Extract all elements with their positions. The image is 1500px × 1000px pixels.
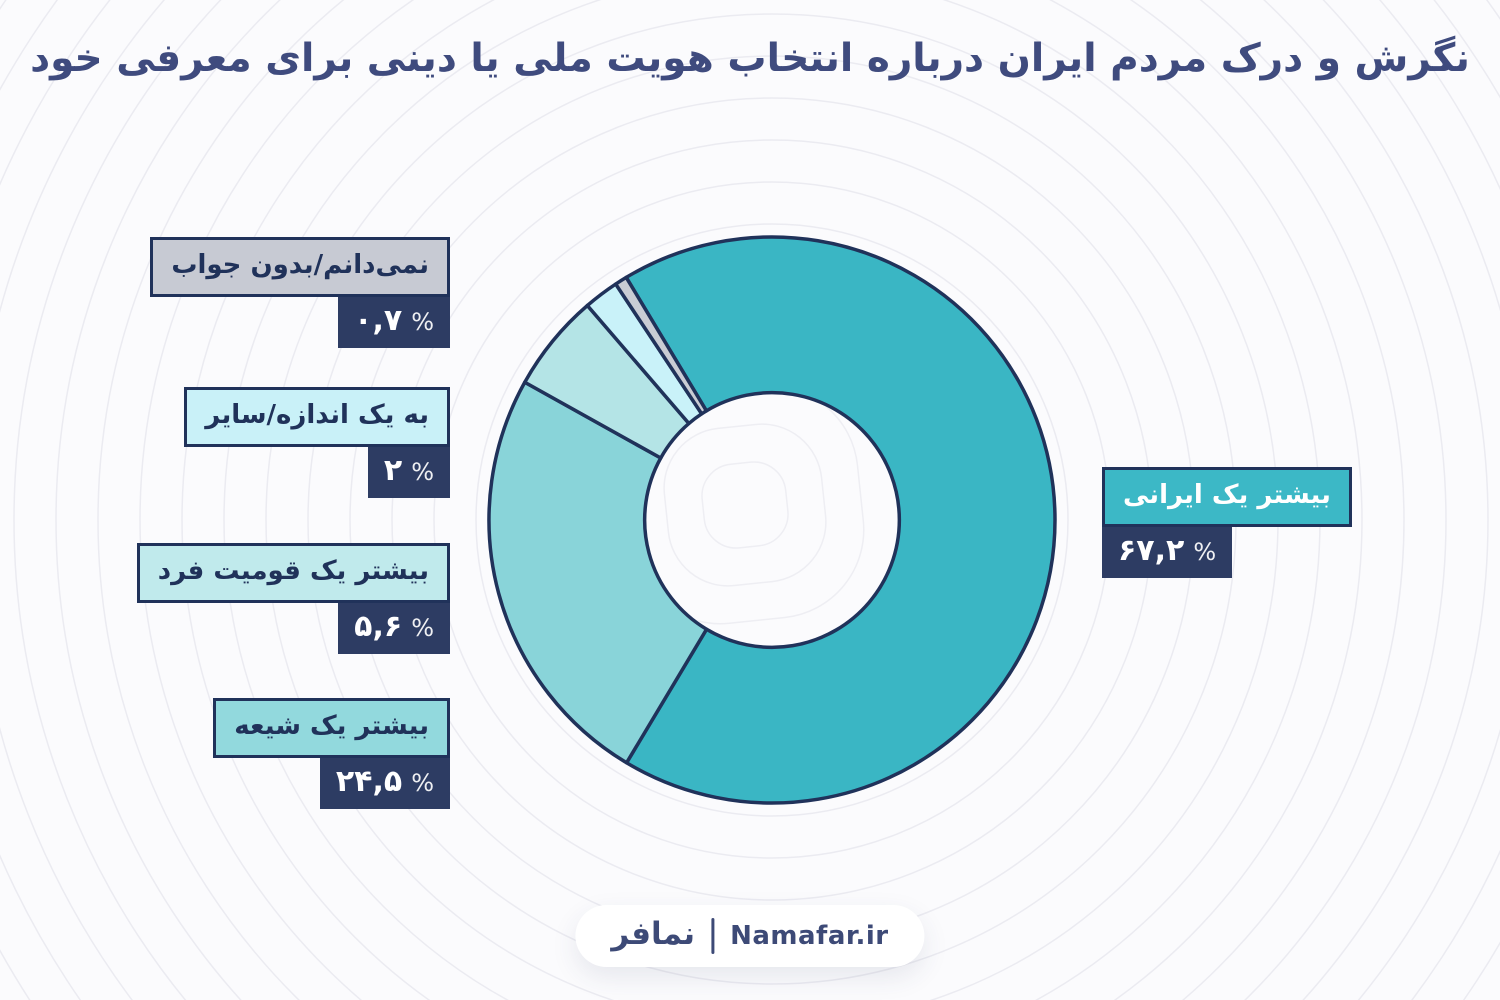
brand-badge: نمافر Namafar.ir xyxy=(575,905,925,967)
segment-value: ۲۴,۵ xyxy=(335,763,403,799)
label-group-equally-other: به یک اندازه/سایر ۲ % xyxy=(184,387,450,498)
brand-site-url: Namafar.ir xyxy=(730,921,889,951)
label-group-mostly-ethnicity: بیشتر یک قومیت فرد ۵,۶ % xyxy=(136,543,450,654)
donut-chart xyxy=(487,235,1057,805)
label-group-mostly-shia: بیشتر یک شیعه ۲۴,۵ % xyxy=(213,698,450,809)
label-group-dont-know-no-answer: نمی‌دانم/بدون جواب ۰,۷ % xyxy=(150,237,450,348)
brand-logo-farsi: نمافر xyxy=(611,916,696,952)
donut-slice-0 xyxy=(624,235,1057,805)
percent-sign: % xyxy=(411,457,434,486)
divider xyxy=(711,918,715,954)
segment-value-box: ۲ % xyxy=(367,446,450,498)
percent-sign: % xyxy=(1193,537,1217,566)
segment-label: نمی‌دانم/بدون جواب xyxy=(150,237,450,297)
segment-label: بیشتر یک شیعه xyxy=(213,698,450,758)
percent-sign: % xyxy=(411,768,434,797)
segment-value-box: ۵,۶ % xyxy=(338,602,450,654)
percent-sign: % xyxy=(411,613,434,642)
segment-label: بیشتر یک ایرانی xyxy=(1102,467,1352,527)
segment-value-box: ۲۴,۵ % xyxy=(319,757,450,809)
label-group-mostly-iranian: بیشتر یک ایرانی ۶۷,۲ % xyxy=(1102,467,1352,578)
donut-slice-1 xyxy=(487,380,709,765)
percent-sign: % xyxy=(411,307,434,336)
segment-label: بیشتر یک قومیت فرد xyxy=(136,543,450,603)
segment-value: ۵,۶ xyxy=(354,608,403,644)
chart-title: نگرش و درک مردم ایران درباره انتخاب هویت… xyxy=(30,36,1470,81)
donut-slice-4 xyxy=(613,275,709,416)
segment-value-box: ۶۷,۲ % xyxy=(1102,526,1233,578)
segment-value-box: ۰,۷ % xyxy=(338,296,450,348)
segment-value: ۰,۷ xyxy=(354,302,403,338)
segment-value: ۲ xyxy=(383,452,403,488)
segment-value: ۶۷,۲ xyxy=(1118,532,1185,568)
segment-label: به یک اندازه/سایر xyxy=(184,387,450,447)
